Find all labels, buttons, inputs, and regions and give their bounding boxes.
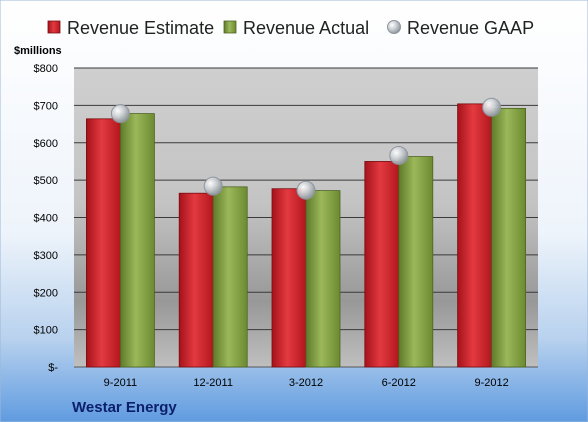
bars	[86, 103, 527, 368]
legend-swatch	[47, 20, 61, 34]
x-axis-ticks: 9-2011 12-2011 3-2012 6-2012 9-2012	[104, 377, 509, 389]
y-tick-label: $500	[34, 175, 58, 187]
bar-revenue-actual	[305, 190, 341, 368]
x-tick-label: 6-2012	[382, 377, 416, 389]
y-tick-label: $400	[34, 213, 58, 225]
y-tick-label: $300	[34, 250, 58, 262]
x-tick-label: 9-2011	[104, 377, 137, 389]
bar-revenue-actual	[120, 113, 155, 368]
y-tick-label: $-	[48, 362, 58, 374]
x-tick-label: 3-2012	[289, 377, 323, 389]
x-tick-label: 9-2012	[474, 377, 508, 389]
legend-swatch	[387, 20, 401, 34]
bar-revenue-estimate	[271, 188, 307, 368]
bar-revenue-actual	[398, 156, 434, 368]
marker-revenue-gaap	[389, 145, 409, 165]
y-tick-label: $100	[34, 325, 58, 337]
marker-revenue-gaap	[482, 97, 502, 117]
bar-revenue-estimate	[86, 118, 121, 368]
legend-swatch	[223, 20, 237, 34]
x-tick-label: 12-2011	[193, 377, 233, 389]
y-tick-label: $700	[34, 100, 58, 112]
legend-label: Revenue Estimate	[67, 18, 214, 38]
gaap-markers	[110, 97, 502, 200]
bar-revenue-estimate	[178, 192, 214, 368]
y-tick-label: $200	[34, 287, 58, 299]
bar-revenue-estimate	[457, 103, 493, 368]
y-axis-ticks: $- $100 $200 $300 $400 $500 $600 $700 $800	[34, 63, 59, 374]
legend-label: Revenue Actual	[243, 18, 369, 38]
marker-revenue-gaap	[110, 104, 130, 124]
marker-revenue-gaap	[296, 180, 316, 200]
legend: Revenue Estimate Revenue Actual Revenue GA…	[47, 18, 534, 38]
y-axis-unit-label: $millions	[14, 45, 62, 57]
company-name: Westar Energy	[72, 399, 177, 416]
legend-label: Revenue GAAP	[407, 18, 534, 38]
bar-revenue-actual	[212, 186, 248, 368]
marker-revenue-gaap	[203, 176, 223, 196]
y-tick-label: $800	[34, 63, 58, 75]
bar-revenue-estimate	[364, 161, 400, 368]
bar-revenue-actual	[491, 107, 527, 368]
y-tick-label: $600	[34, 138, 58, 150]
